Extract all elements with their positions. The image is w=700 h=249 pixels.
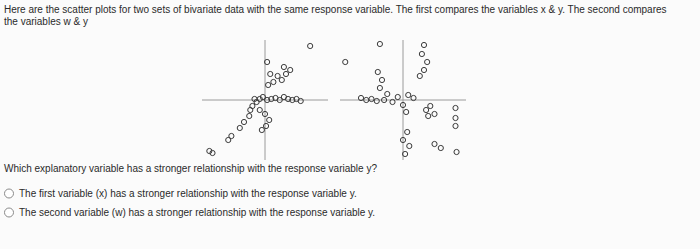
point [425,59,430,64]
point [426,113,431,118]
point [454,149,459,154]
point [343,59,348,64]
point [377,85,382,90]
point [382,97,387,102]
point [364,97,369,102]
point [403,151,408,156]
point [288,67,293,72]
point [421,67,426,72]
point [407,143,412,148]
option-text: The first variable (x) has a stronger re… [19,188,357,199]
point [265,59,270,64]
point [268,71,273,76]
point [283,71,288,76]
point [358,95,363,100]
point [308,43,313,48]
point [241,119,246,124]
point [252,96,257,101]
point [411,95,416,100]
point [247,113,252,118]
point [281,64,286,69]
points [207,43,313,155]
point [424,107,429,112]
point [406,92,411,97]
point [375,69,380,74]
point [267,117,272,122]
point [262,111,267,116]
point [279,77,284,82]
point [453,123,458,128]
question-text: Which explanatory variable has a stronge… [4,163,377,174]
points [343,41,460,156]
y-axis [403,40,404,160]
intro-text: the variables w & y [4,16,88,27]
point [385,91,390,96]
point [400,102,405,107]
point [229,133,234,138]
point [266,82,271,87]
scatter-plot [202,40,328,160]
point [395,94,400,99]
point [257,107,262,112]
point [377,41,382,46]
point [417,73,422,78]
radio-button[interactable] [5,189,14,198]
point [421,42,426,47]
point [390,99,395,104]
point [298,98,303,103]
point [275,73,280,78]
point [453,115,458,120]
point [405,129,410,134]
point [438,145,443,150]
point [453,105,458,110]
point [210,150,215,155]
point [432,111,437,116]
scatter-plot [340,40,466,160]
point [259,127,264,132]
radio-button[interactable] [5,208,14,217]
point [237,125,242,130]
intro-text: Here are the scatter plots for two sets … [4,4,667,15]
point [248,107,253,112]
point [419,51,424,56]
point [400,137,405,142]
point [404,109,409,114]
option-text: The second variable (w) has a stronger r… [19,207,375,218]
point [432,141,437,146]
point [374,98,379,103]
point [369,96,374,101]
point [263,123,268,128]
point [428,103,433,108]
point [379,77,384,82]
page: Here are the scatter plots for two sets … [0,0,700,249]
point [271,79,276,84]
